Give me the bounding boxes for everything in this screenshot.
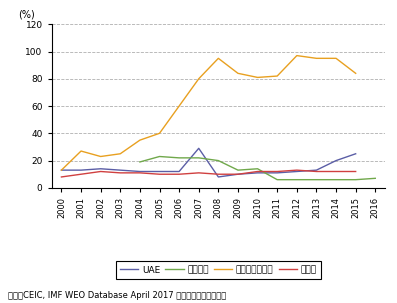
サウジアラビア	[197, 77, 201, 81]
サウジアラビア	[59, 168, 64, 172]
サウジアラビア	[98, 155, 103, 158]
サウジアラビア	[295, 54, 299, 58]
サウジアラビア	[235, 72, 240, 75]
サウジアラビア	[79, 149, 83, 153]
UAE	[314, 168, 319, 172]
UAE	[216, 175, 221, 179]
エジプト	[177, 156, 181, 160]
UAE	[333, 159, 338, 162]
トルコ	[177, 172, 181, 176]
トルコ	[275, 170, 279, 173]
エジプト	[295, 178, 299, 181]
エジプト	[157, 155, 162, 158]
UAE	[59, 168, 64, 172]
UAE	[137, 170, 142, 173]
サウジアラビア	[118, 152, 123, 156]
UAE	[98, 167, 103, 171]
トルコ	[157, 172, 162, 176]
UAE	[118, 168, 123, 172]
エジプト	[373, 176, 378, 180]
トルコ	[216, 172, 221, 176]
エジプト	[333, 178, 338, 181]
UAE	[79, 168, 83, 172]
UAE	[235, 172, 240, 176]
トルコ	[353, 170, 358, 173]
エジプト	[216, 159, 221, 162]
サウジアラビア	[333, 56, 338, 60]
サウジアラビア	[157, 132, 162, 135]
Text: (%): (%)	[18, 9, 35, 19]
トルコ	[255, 170, 260, 173]
Line: トルコ: トルコ	[62, 170, 356, 177]
トルコ	[79, 172, 83, 176]
サウジアラビア	[314, 56, 319, 60]
UAE	[177, 170, 181, 173]
エジプト	[353, 178, 358, 181]
UAE	[157, 170, 162, 173]
UAE	[197, 147, 201, 150]
Text: 資料：CEIC, IMF WEO Database April 2017 から経済産業省作成。: 資料：CEIC, IMF WEO Database April 2017 から経…	[8, 291, 226, 300]
エジプト	[197, 156, 201, 160]
サウジアラビア	[275, 74, 279, 78]
Line: UAE: UAE	[62, 148, 356, 177]
トルコ	[295, 168, 299, 172]
UAE	[275, 171, 279, 175]
エジプト	[137, 160, 142, 164]
Line: エジプト: エジプト	[140, 156, 375, 180]
トルコ	[59, 175, 64, 179]
エジプト	[314, 178, 319, 181]
トルコ	[118, 171, 123, 175]
UAE	[295, 170, 299, 173]
サウジアラビア	[353, 72, 358, 75]
サウジアラビア	[255, 75, 260, 79]
トルコ	[197, 171, 201, 175]
Line: サウジアラビア: サウジアラビア	[62, 56, 356, 170]
トルコ	[98, 170, 103, 173]
サウジアラビア	[137, 138, 142, 142]
トルコ	[137, 171, 142, 175]
UAE	[255, 171, 260, 175]
サウジアラビア	[177, 104, 181, 108]
トルコ	[333, 170, 338, 173]
トルコ	[235, 172, 240, 176]
エジプト	[255, 167, 260, 171]
UAE	[353, 152, 358, 156]
トルコ	[314, 170, 319, 173]
エジプト	[235, 168, 240, 172]
サウジアラビア	[216, 56, 221, 60]
Legend: UAE, エジプト, サウジアラビア, トルコ: UAE, エジプト, サウジアラビア, トルコ	[116, 261, 321, 279]
エジプト	[275, 178, 279, 181]
